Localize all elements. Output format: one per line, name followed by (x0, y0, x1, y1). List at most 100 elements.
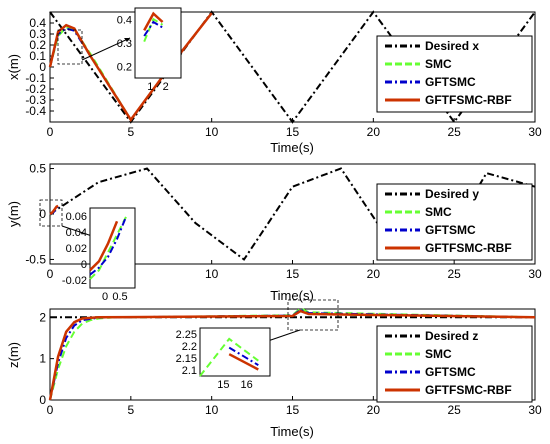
inset-series-line (143, 20, 164, 37)
y-tick-label: 1 (39, 352, 46, 366)
y-tick-label: -0.4 (25, 104, 46, 118)
inset-y-tick-label: 0.06 (66, 211, 87, 223)
inset-x-tick-label: 16 (241, 379, 253, 391)
zoom-box-z (287, 299, 339, 331)
series-line-gftfsmc-rbf (49, 204, 59, 216)
zoom-arrow-y (61, 225, 93, 237)
y-axis-label-y: y(m) (6, 201, 21, 227)
series-line-gftfsmc-rbf (48, 309, 536, 401)
legend-label-desired-y: Desired y (425, 187, 479, 201)
x-axis-label-z: Time(s) (270, 424, 314, 439)
inset-y-tick-label: 0 (81, 259, 87, 271)
zoom-arrowhead-x (124, 38, 130, 42)
zoom-arrow-x (81, 37, 131, 61)
legend-label-desired-x: Desired x (425, 39, 479, 53)
x-tick-label: 25 (447, 125, 461, 139)
y-tick-label: -0.1 (25, 71, 46, 85)
zoom-box-y (39, 199, 63, 227)
legend-label-smc-x: SMC (425, 57, 452, 71)
x-tick-label: 15 (286, 125, 300, 139)
inset-x-tick-label: 15 (217, 379, 229, 391)
x-tick-label: 30 (528, 403, 542, 417)
inset-y-tick-label: -0.02 (62, 275, 87, 287)
y-tick-label: 2 (39, 310, 46, 324)
panel-z: 0 5 10 15 20 25 30 0 1 2 15 16 2.12.152.22.25 Desir… (6, 299, 542, 439)
y-tick-label: -0.5 (25, 252, 46, 266)
x-tick-label: 5 (127, 125, 134, 139)
inset-x-tick-label: 0 (102, 291, 108, 303)
inset-y-tick-label: 2.25 (176, 329, 197, 341)
inset-x-content: 1 2 0.2 0.3 0.4 (117, 11, 169, 93)
panel-x: 0 5 10 15 20 25 30-0.4-0.3-0.2-0.100.10.20.30.… (6, 7, 542, 155)
legend-label-gftsmc-z: GFTSMC (425, 365, 476, 379)
y-tick-label: -0.3 (25, 93, 46, 107)
y-tick-label: 0.4 (29, 16, 46, 30)
inset-series-line (199, 337, 259, 377)
inset-x-tick-label: 0.5 (112, 291, 127, 303)
y-tick-label: 0 (39, 393, 46, 407)
x-tick-label: 10 (205, 267, 219, 281)
inset-y-tick-label: 2.15 (176, 353, 197, 365)
y-tick-label: -0.2 (25, 82, 46, 96)
tick-group-z: 0 5 10 15 20 25 30 0 1 2 (39, 310, 542, 417)
inset-y-tick-label: 0.02 (66, 243, 87, 255)
y-tick-label: 0 (39, 207, 46, 221)
y-tick-label: 0.1 (29, 49, 46, 63)
inset-series-line (143, 11, 164, 32)
legend-label-rbf-z: GFTFSMC-RBF (425, 383, 512, 397)
inset-y-tick-label: 0.4 (117, 15, 132, 27)
x-tick-label: 0 (47, 403, 54, 417)
inset-series-line (228, 353, 259, 371)
x-tick-label: 25 (447, 403, 461, 417)
x-tick-label: 20 (367, 267, 381, 281)
legend-label-rbf-y: GFTFSMC-RBF (425, 241, 512, 255)
inset-x-tick-label: 2 (163, 81, 169, 93)
x-tick-label: 20 (367, 403, 381, 417)
legend-y: Desired y SMC GFTSMC GFTFSMC-RBF (376, 183, 533, 261)
x-tick-label: 5 (127, 403, 134, 417)
inset-series-line (89, 216, 127, 276)
x-tick-label: 10 (205, 403, 219, 417)
inset-series-line (89, 220, 119, 272)
x-tick-label: 0 (47, 125, 54, 139)
inset-x (134, 7, 182, 79)
zoom-box-x (57, 29, 83, 65)
y-axis-label-z: z(m) (6, 342, 21, 368)
y-tick-label: 0.2 (29, 38, 46, 52)
x-tick-label: 10 (205, 125, 219, 139)
inset-y-tick-label: 2.2 (182, 341, 197, 353)
y-tick-label: 0.5 (29, 162, 46, 176)
x-tick-label: 20 (367, 125, 381, 139)
legend-label-smc-y: SMC (425, 205, 452, 219)
x-tick-label: 25 (447, 267, 461, 281)
legend-z: Desired z SMC GFTSMC GFTFSMC-RBF (376, 325, 533, 403)
x-tick-label: 30 (528, 267, 542, 281)
inset-y-tick-label: 2.1 (182, 365, 197, 377)
x-axis-label-y: Time(s) (270, 288, 314, 303)
inset-y-tick-label: 0.3 (117, 38, 132, 50)
inset-y-tick-label: 0.2 (117, 61, 132, 73)
x-tick-label: 15 (286, 403, 300, 417)
legend-x: Desired x SMC GFTSMC GFTFSMC-RBF (376, 35, 533, 113)
inset-series-line (143, 17, 164, 42)
inset-z-content: 15 16 2.12.152.22.25 (176, 329, 259, 391)
x-tick-label: 15 (286, 267, 300, 281)
inset-z (199, 327, 271, 377)
inset-y-content: 0 0.5 -0.02 0 0.02 0.04 0.06 (62, 211, 128, 303)
zoom-arrow-z (264, 329, 301, 343)
series-group-z (48, 307, 536, 401)
legend-label-desired-z: Desired z (425, 329, 478, 343)
inset-x-tick-label: 1 (147, 81, 153, 93)
y-tick-label: 0.3 (29, 27, 46, 41)
x-tick-label: 0 (47, 267, 54, 281)
inset-y-tick-label: 0.04 (66, 227, 87, 239)
y-axis-label-x: x(m) (6, 54, 21, 80)
x-axis-label-x: Time(s) (270, 140, 314, 155)
series-line-desired-x (49, 10, 536, 124)
inset-series-line (228, 346, 259, 366)
legend-label-smc-z: SMC (425, 347, 452, 361)
x-tick-label: 30 (528, 125, 542, 139)
